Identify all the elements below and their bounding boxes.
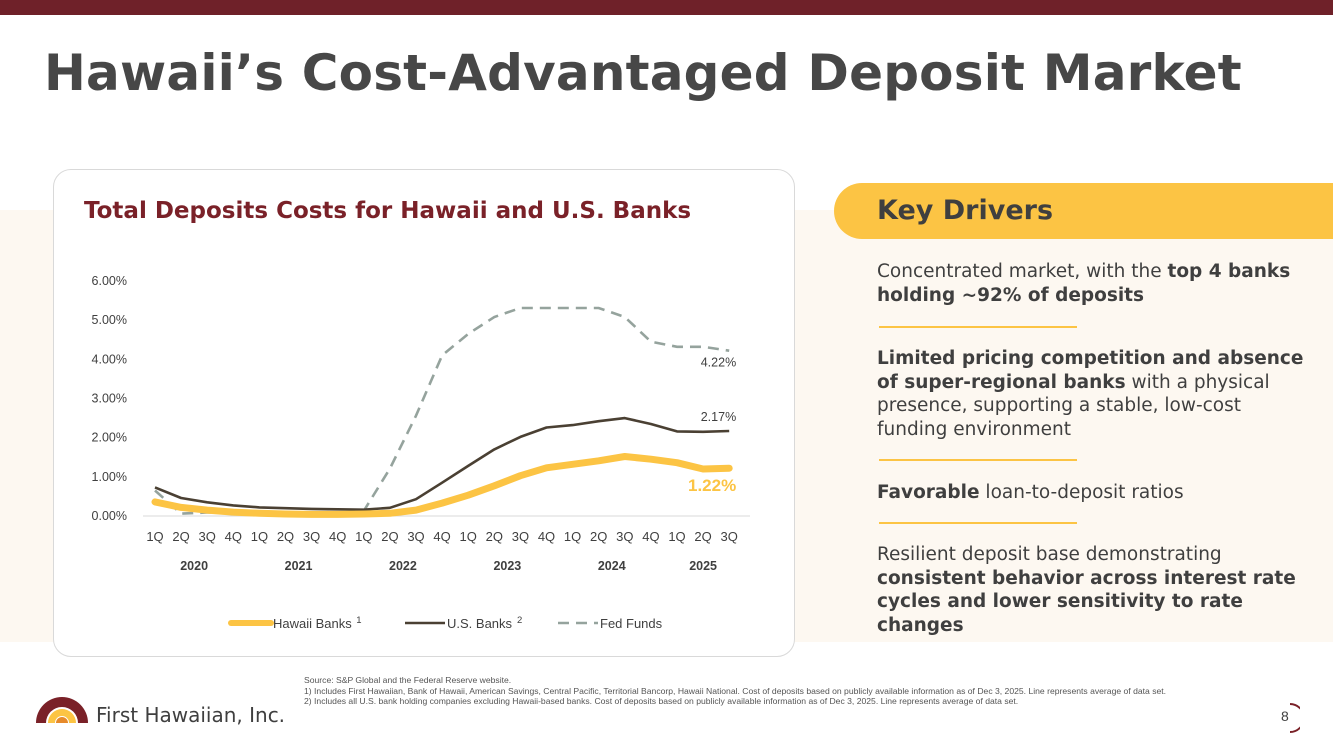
x-tick-label: 1Q (146, 529, 163, 544)
x-tick-label: 1Q (355, 529, 372, 544)
driver-2-text: with a physical presence, supporting a s… (877, 371, 1270, 440)
y-tick-label: 6.00% (92, 274, 127, 288)
x-tick-label: 3Q (721, 529, 738, 544)
y-tick-label: 3.00% (92, 392, 127, 406)
driver-item-2: Limited pricing competition and absence … (877, 347, 1317, 441)
year-label: 2025 (689, 559, 717, 573)
end-value-label: 1.22% (688, 476, 736, 495)
x-tick-label: 2Q (694, 529, 711, 544)
footnote-source: Source: S&P Global and the Federal Reser… (304, 675, 512, 685)
footnotes: Source: S&P Global and the Federal Reser… (304, 675, 1204, 707)
page-title: Hawaii’s Cost-Advantaged Deposit Market (44, 44, 1242, 102)
x-tick-label: 2Q (590, 529, 607, 544)
year-label: 2024 (598, 559, 626, 573)
x-tick-label: 2Q (277, 529, 294, 544)
x-tick-label: 3Q (199, 529, 216, 544)
chart-card (53, 169, 795, 657)
driver-divider-1 (879, 326, 1077, 328)
top-brand-bar (0, 0, 1333, 15)
legend-footnote-ref: 1 (356, 615, 361, 626)
end-value-label: 4.22% (701, 356, 736, 370)
legend-label: Fed Funds (600, 616, 663, 631)
driver-3-text: loan-to-deposit ratios (979, 482, 1184, 503)
logo-icon (36, 697, 88, 723)
driver-divider-2 (879, 459, 1077, 461)
x-tick-label: 4Q (329, 529, 346, 544)
x-tick-label: 3Q (512, 529, 529, 544)
x-tick-label: 1Q (564, 529, 581, 544)
company-logo (34, 693, 90, 723)
series-line-u-s-banks (154, 416, 730, 512)
y-tick-label: 2.00% (92, 431, 127, 445)
deposit-cost-chart: 0.00% 1.00% 2.00% 3.00% 4.00% 5.00% 6.00% 1Q 2Q 3… (92, 274, 750, 631)
driver-4-bold: consistent behavior across interest rate… (877, 567, 1296, 636)
legend-footnote-ref: 2 (517, 615, 522, 626)
driver-4-text: Resilient deposit base demonstrating (877, 544, 1222, 565)
x-tick-label: 4Q (433, 529, 450, 544)
series-line-hawaii-banks (151, 453, 733, 518)
x-tick-label: 1Q (460, 529, 477, 544)
series-line-fed-funds (154, 306, 730, 515)
key-drivers-header (834, 183, 1333, 239)
year-label: 2020 (180, 559, 208, 573)
driver-1-text: Concentrated market, with the (877, 261, 1168, 282)
y-tick-label: 5.00% (92, 313, 127, 327)
company-name: First Hawaiian, Inc. (96, 703, 286, 727)
year-label: 2021 (285, 559, 313, 573)
driver-divider-3 (879, 522, 1077, 524)
x-tick-label: 2Q (172, 529, 189, 544)
x-tick-label: 3Q (407, 529, 424, 544)
driver-2-bold: Limited pricing competition and absence … (877, 348, 1304, 393)
y-tick-label: 1.00% (92, 470, 127, 484)
footnote-1: 1) Includes First Hawaiian, Bank of Hawa… (304, 685, 1167, 696)
x-tick-label: 3Q (616, 529, 633, 544)
driver-item-4: Resilient deposit base demonstrating con… (877, 543, 1317, 637)
x-tick-label: 2Q (486, 529, 503, 544)
driver-item-1: Concentrated market, with the top 4 bank… (877, 260, 1317, 307)
year-label: 2023 (493, 559, 521, 573)
x-tick-label: 4Q (538, 529, 555, 544)
y-tick-label: 0.00% (92, 509, 127, 523)
legend-label: Hawaii Banks (273, 616, 352, 631)
x-tick-label: 1Q (251, 529, 268, 544)
page-number-arc-icon (1289, 703, 1300, 733)
x-tick-label: 4Q (225, 529, 242, 544)
y-tick-label: 4.00% (92, 352, 127, 366)
legend-label: U.S. Banks (447, 616, 513, 631)
footnote-2: 2) Includes all U.S. bank holding compan… (304, 696, 1019, 706)
end-value-label: 2.17% (701, 410, 736, 424)
x-tick-label: 2Q (381, 529, 398, 544)
key-drivers-title: Key Drivers (877, 195, 1054, 226)
page-number: 8 (1281, 708, 1289, 724)
year-label: 2022 (389, 559, 417, 573)
driver-item-3: Favorable loan-to-deposit ratios (877, 481, 1317, 505)
driver-1-bold: top 4 banks holding ~92% of deposits (877, 261, 1291, 306)
x-tick-label: 3Q (303, 529, 320, 544)
x-tick-label: 4Q (642, 529, 659, 544)
driver-3-bold: Favorable (877, 482, 980, 503)
chart-title: Total Deposits Costs for Hawaii and U.S.… (84, 198, 692, 224)
x-tick-label: 1Q (668, 529, 685, 544)
